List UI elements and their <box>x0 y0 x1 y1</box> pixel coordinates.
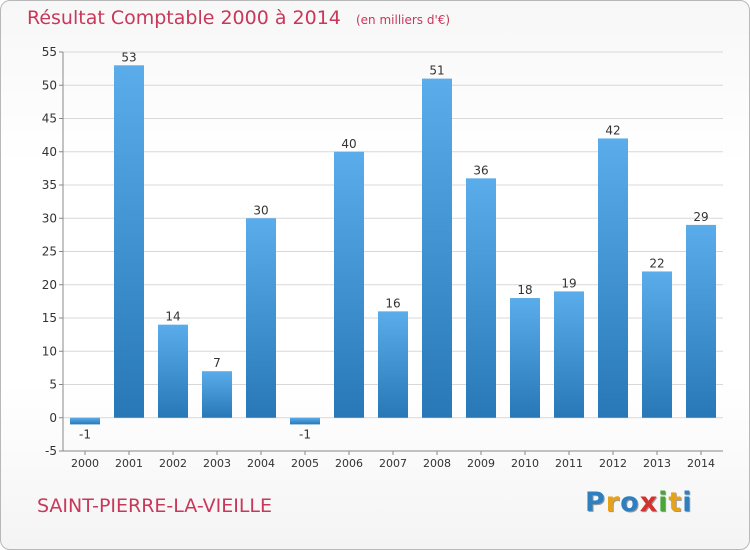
y-tick-label: 20 <box>42 278 57 292</box>
bar-value-label: 19 <box>561 276 576 290</box>
x-tick-label: 2000 <box>71 457 99 470</box>
chart-title-row: Résultat Comptable 2000 à 2014 (en milli… <box>27 7 450 29</box>
bar-value-label: 51 <box>429 64 444 78</box>
x-tick-label: 2014 <box>687 457 715 470</box>
bar-value-label: 53 <box>121 50 136 64</box>
chart-title: Résultat Comptable 2000 à 2014 <box>27 7 341 29</box>
logo-letter: i <box>658 487 669 518</box>
y-tick-label: 50 <box>42 78 57 92</box>
logo-letter: o <box>620 487 640 518</box>
y-tick-label: 15 <box>42 311 57 325</box>
x-tick-label: 2001 <box>115 457 143 470</box>
bar <box>510 298 540 418</box>
x-tick-label: 2013 <box>643 457 671 470</box>
bar <box>70 417 100 425</box>
bar-value-label: -1 <box>79 427 91 441</box>
bar <box>246 218 276 418</box>
bar <box>422 78 452 418</box>
x-tick-label: 2003 <box>203 457 231 470</box>
logo-letter: P <box>585 487 606 518</box>
y-tick-label: 25 <box>42 245 57 259</box>
bar-value-label: 16 <box>385 296 400 310</box>
bar-value-label: 40 <box>341 137 356 151</box>
bar <box>334 151 364 418</box>
bar <box>466 178 496 418</box>
logo-letter: i <box>682 487 693 518</box>
x-tick-label: 2006 <box>335 457 363 470</box>
x-tick-label: 2012 <box>599 457 627 470</box>
y-tick-label: 40 <box>42 145 57 159</box>
bar-value-label: 36 <box>473 163 488 177</box>
y-tick-label: 45 <box>42 112 57 126</box>
bar-value-label: 42 <box>605 123 620 137</box>
x-tick-label: 2011 <box>555 457 583 470</box>
bar-value-label: 22 <box>649 256 664 270</box>
x-tick-label: 2005 <box>291 457 319 470</box>
bar <box>158 324 188 418</box>
x-tick-label: 2010 <box>511 457 539 470</box>
x-tick-label: 2004 <box>247 457 275 470</box>
bar <box>202 371 232 418</box>
bar <box>290 417 320 425</box>
bar-value-label: -1 <box>299 427 311 441</box>
x-tick-label: 2007 <box>379 457 407 470</box>
chart-unit: (en milliers d'€) <box>355 13 451 27</box>
x-tick-label: 2009 <box>467 457 495 470</box>
x-tick-label: 2008 <box>423 457 451 470</box>
logo-letter: t <box>668 487 683 518</box>
bar <box>378 311 408 418</box>
bar-value-label: 29 <box>693 210 708 224</box>
bar-chart: -5 0 5 10 15 20 25 30 35 40 45 50 55 -1 2000 53 2001 14 20… <box>42 45 723 470</box>
y-tick-label: 5 <box>49 378 57 392</box>
y-tick-label: 30 <box>42 211 57 225</box>
bar-value-label: 7 <box>213 356 221 370</box>
bar-value-label: 14 <box>165 310 180 324</box>
bar <box>642 271 672 418</box>
x-tick-label: 2002 <box>159 457 187 470</box>
bar <box>598 138 628 418</box>
bar <box>686 224 716 418</box>
logo-letter: r <box>605 487 621 518</box>
y-tick-label: 35 <box>42 178 57 192</box>
logo-letter: x <box>639 487 659 518</box>
y-tick-label: -5 <box>45 444 57 458</box>
y-tick-label: 55 <box>42 45 57 59</box>
bar-value-label: 30 <box>253 203 268 217</box>
y-tick-label: 0 <box>49 411 57 425</box>
town-name: SAINT-PIERRE-LA-VIEILLE <box>37 495 273 517</box>
bar <box>114 65 144 418</box>
proxiti-logo: Proxiti <box>585 487 693 518</box>
bar-value-label: 18 <box>517 283 532 297</box>
y-tick-label: 10 <box>42 344 57 358</box>
bar <box>554 291 584 418</box>
